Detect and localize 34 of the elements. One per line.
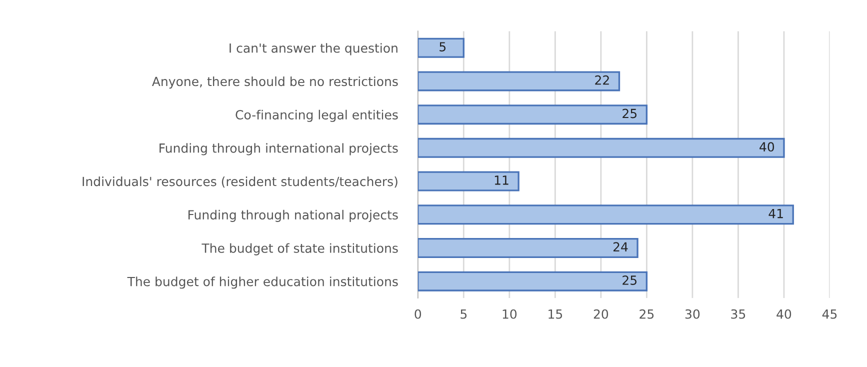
y-tick-label: Funding through international projects [160,143,398,156]
data-label: 24 [613,242,628,252]
data-label: 11 [494,176,508,185]
y-tick-label: The budget of state institutions [202,243,398,256]
x-tick-label: 5 [460,310,467,319]
x-tick-label: 25 [640,309,654,319]
y-tick-label: I can't answer the question [230,43,398,56]
bar [418,238,638,258]
x-tick-label: 10 [502,309,517,319]
bar [418,138,785,158]
y-tick-label: Anyone, there should be no restrictions [152,76,398,89]
x-tick-label: 20 [594,309,608,319]
x-tick-label: 35 [731,309,746,319]
data-label: 40 [760,142,774,152]
bar [418,204,794,225]
x-tick-label: 45 [822,310,837,319]
data-label: 41 [768,208,783,218]
bar [418,271,648,292]
y-tick-label: The budget of higher education institutions [127,276,398,289]
data-label: 25 [622,108,636,118]
bar [418,171,520,192]
data-label: 5 [440,42,446,52]
bar [418,38,464,58]
data-label: 22 [595,75,609,85]
x-tick-label: 15 [548,310,562,319]
x-tick-label: 40 [776,309,792,319]
y-tick-label: Individuals' resources (resident students/teachers) [82,176,398,188]
y-tick-label: Funding through national projects [188,210,398,222]
x-tick-label: 30 [685,309,700,319]
bar [418,71,620,92]
x-tick-label: 0 [414,309,422,319]
data-label: 25 [622,276,636,285]
y-tick-label: Co-financing legal entities [236,110,398,122]
bar [418,104,648,125]
